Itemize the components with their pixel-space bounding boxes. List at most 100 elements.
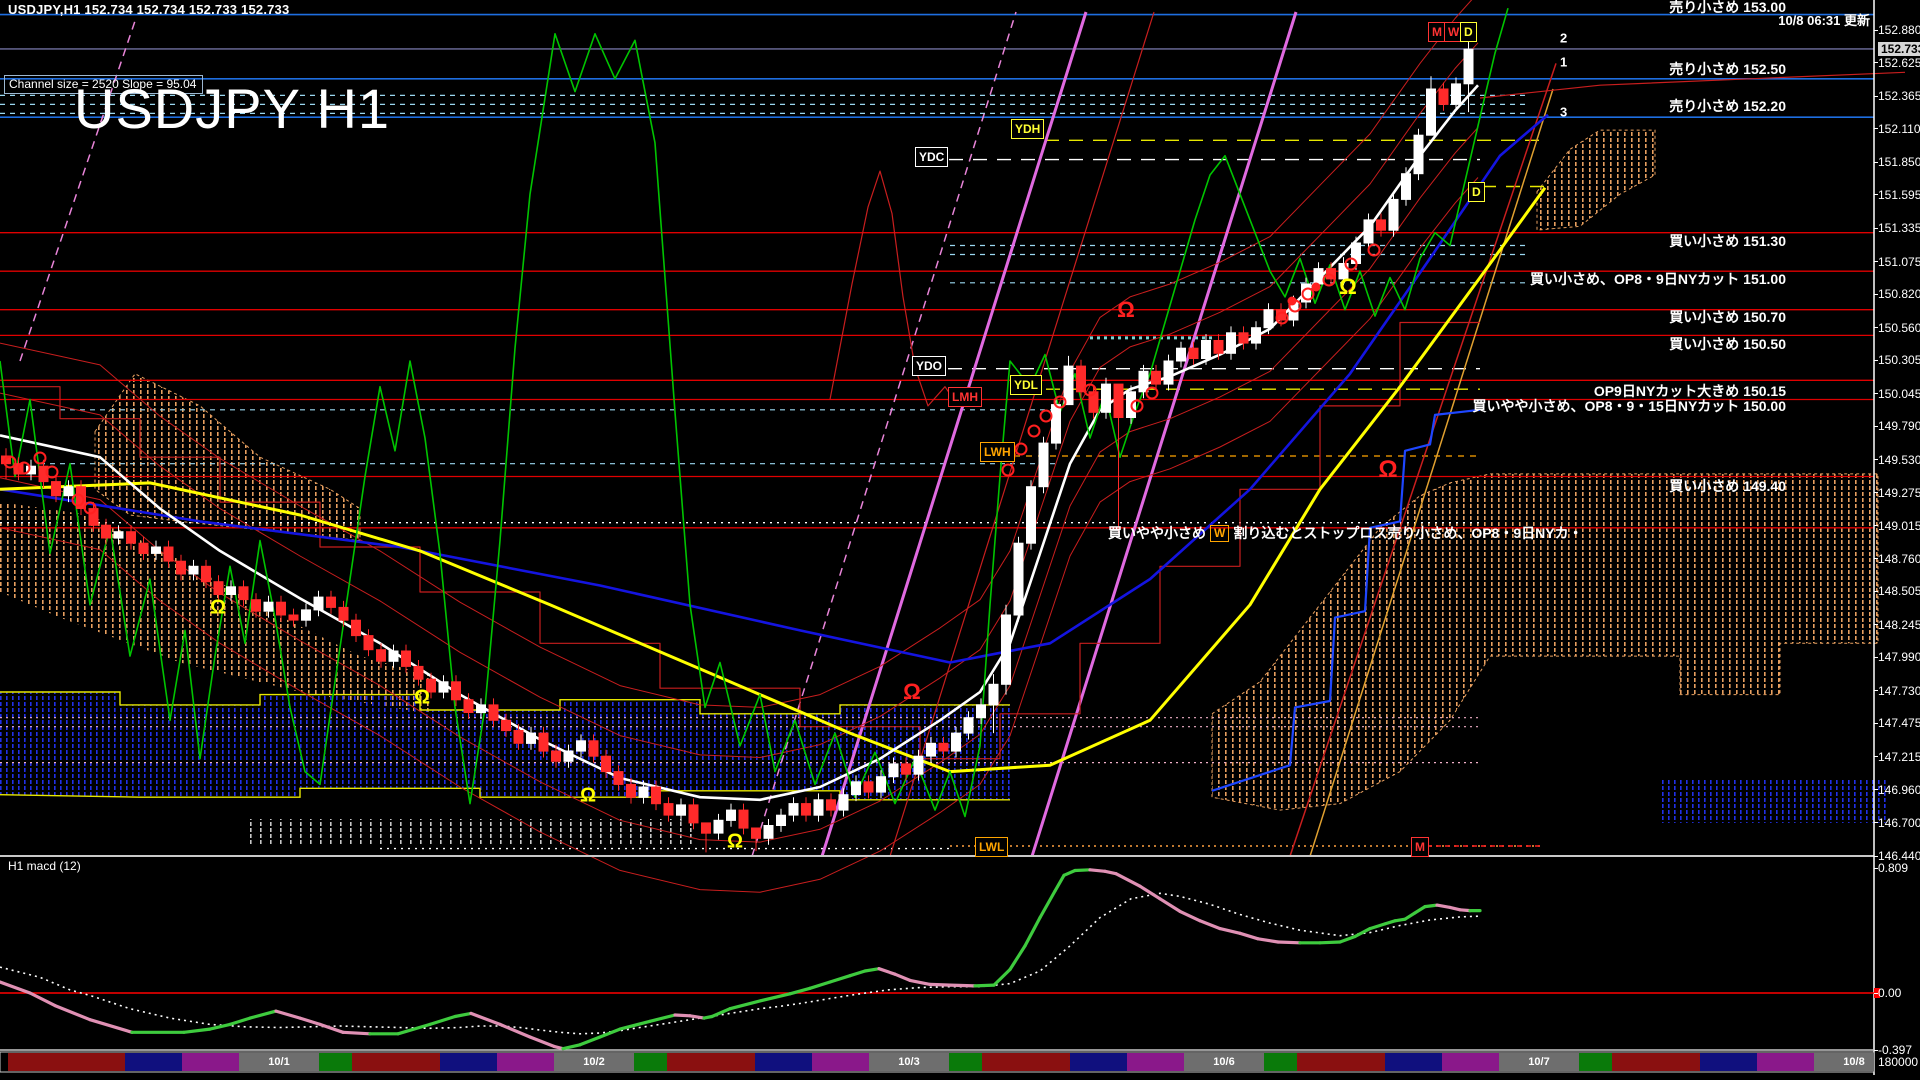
candle bbox=[1251, 327, 1261, 344]
price-axis-tick bbox=[1874, 360, 1878, 361]
price-axis-label[interactable]: 150.045 bbox=[1878, 387, 1920, 401]
candle bbox=[51, 481, 61, 497]
candle bbox=[1063, 365, 1074, 406]
candle bbox=[801, 803, 811, 816]
time-axis-label[interactable]: 10/1 bbox=[268, 1056, 290, 1068]
time-axis-label[interactable]: 10/8 bbox=[1843, 1056, 1865, 1068]
time-axis-label[interactable]: 10/2 bbox=[583, 1056, 605, 1068]
price-axis-label[interactable]: 150.820 bbox=[1878, 287, 1920, 301]
candle bbox=[1451, 83, 1461, 105]
price-axis-label[interactable]: 148.245 bbox=[1878, 618, 1920, 632]
price-axis-tick bbox=[1874, 30, 1878, 31]
time-axis-label[interactable]: 10/7 bbox=[1528, 1056, 1550, 1068]
candle bbox=[276, 601, 286, 616]
price-axis-label[interactable]: 146.700 bbox=[1878, 816, 1920, 830]
price-axis-label[interactable]: 147.990 bbox=[1878, 650, 1920, 664]
candle bbox=[151, 546, 161, 554]
chart-watermark: USDJPY H1 bbox=[74, 77, 391, 140]
trade-note-annotation: 売り小さめ 153.00 bbox=[1669, 0, 1786, 15]
level-box-ydo[interactable]: YDO bbox=[912, 356, 947, 376]
price-axis-label[interactable]: 151.850 bbox=[1878, 155, 1920, 169]
candle bbox=[176, 560, 186, 575]
candle bbox=[638, 786, 649, 798]
candle bbox=[201, 565, 211, 583]
price-axis-label[interactable]: 148.505 bbox=[1878, 584, 1920, 598]
candle bbox=[613, 771, 624, 785]
price-axis-tick bbox=[1874, 856, 1878, 857]
candle bbox=[626, 783, 636, 798]
candle bbox=[1151, 370, 1161, 385]
trade-note-annotation: OP9日NYカット大きめ 150.15 bbox=[1593, 383, 1786, 399]
level-box-ydh[interactable]: YDH bbox=[1011, 119, 1045, 139]
price-axis-label[interactable]: 149.530 bbox=[1878, 453, 1920, 467]
candle bbox=[1463, 48, 1474, 85]
channel-point-3: 3 bbox=[1560, 104, 1568, 120]
candle bbox=[1051, 404, 1061, 444]
volume-scale-label: 180000 bbox=[1878, 1055, 1919, 1069]
macd-axis-label[interactable]: 0.809 bbox=[1878, 861, 1909, 875]
price-axis-label[interactable]: 151.335 bbox=[1878, 221, 1920, 235]
candle bbox=[951, 732, 961, 752]
candle bbox=[401, 650, 411, 667]
candle bbox=[451, 681, 461, 701]
omega-signal-marker: Ω bbox=[1339, 274, 1357, 299]
candle bbox=[1263, 309, 1274, 329]
candle bbox=[326, 596, 336, 608]
price-axis-label[interactable]: 151.075 bbox=[1878, 255, 1920, 269]
price-axis-label[interactable]: 152.880 bbox=[1878, 23, 1920, 37]
level-box-lwh[interactable]: LWH bbox=[980, 442, 1015, 462]
macd-axis-label[interactable]: 0.00 bbox=[1878, 986, 1902, 1000]
candle bbox=[438, 681, 449, 693]
candle bbox=[1388, 198, 1399, 231]
weekly-level-tag[interactable]: W bbox=[1210, 524, 1230, 542]
price-axis-label[interactable]: 147.475 bbox=[1878, 716, 1920, 730]
trade-note-annotation: 買い小さめ 151.30 bbox=[1669, 233, 1786, 249]
candle bbox=[901, 763, 911, 775]
omega-signal-marker: Ω bbox=[579, 784, 597, 807]
level-box-ydl[interactable]: YDL bbox=[1010, 375, 1042, 395]
price-axis-label[interactable]: 146.960 bbox=[1878, 783, 1920, 797]
candle bbox=[388, 650, 399, 662]
price-axis-tick bbox=[1874, 459, 1878, 460]
trade-note-annotation: 売り小さめ 152.50 bbox=[1669, 61, 1786, 77]
price-axis-tick bbox=[1874, 789, 1878, 790]
macd-axis-label[interactable]: -0.397 bbox=[1878, 1043, 1913, 1057]
level-box-lmh[interactable]: LMH bbox=[948, 387, 982, 407]
channel-info-box[interactable]: Channel size = 2520 Slope = 95.04 bbox=[4, 75, 204, 94]
level-box-d[interactable]: D bbox=[1460, 22, 1477, 42]
candle bbox=[1438, 88, 1449, 105]
candle bbox=[138, 542, 149, 555]
price-axis-label[interactable]: 152.110 bbox=[1878, 122, 1920, 136]
time-axis-label[interactable]: 10/3 bbox=[898, 1056, 920, 1068]
level-box-ydc[interactable]: YDC bbox=[915, 147, 949, 167]
price-axis-label[interactable]: 147.730 bbox=[1878, 684, 1920, 698]
candle bbox=[688, 804, 699, 824]
level-box-lwl[interactable]: LWL bbox=[975, 837, 1009, 857]
price-axis-label[interactable]: 152.625 bbox=[1878, 56, 1920, 70]
candle bbox=[651, 786, 661, 805]
candle bbox=[526, 732, 536, 744]
price-axis-label[interactable]: 150.560 bbox=[1878, 321, 1920, 335]
price-axis-label[interactable]: 149.275 bbox=[1878, 486, 1920, 500]
candle bbox=[676, 804, 686, 816]
level-box-m[interactable]: M bbox=[1411, 837, 1429, 857]
price-axis-label[interactable]: 147.215 bbox=[1878, 750, 1920, 764]
candle bbox=[1313, 268, 1324, 285]
price-axis-label[interactable]: 149.015 bbox=[1878, 519, 1920, 533]
price-axis-tick bbox=[1874, 261, 1878, 262]
price-axis-label[interactable]: 151.595 bbox=[1878, 188, 1920, 202]
level-box-d[interactable]: D bbox=[1468, 182, 1485, 202]
candle bbox=[813, 799, 824, 816]
ichimoku-cloud bbox=[0, 502, 430, 714]
price-axis-label[interactable]: 152.365 bbox=[1878, 89, 1920, 103]
price-axis-label[interactable]: 150.305 bbox=[1878, 353, 1920, 367]
trade-note-annotation: 買い小さめ 150.50 bbox=[1669, 336, 1786, 352]
channel-point-1: 1 bbox=[1560, 54, 1568, 70]
price-axis-label[interactable]: 146.440 bbox=[1878, 849, 1920, 863]
ichimoku-cloud bbox=[1660, 778, 1890, 823]
price-axis-label[interactable]: 148.760 bbox=[1878, 552, 1920, 566]
time-axis-label[interactable]: 10/6 bbox=[1213, 1056, 1235, 1068]
candle bbox=[126, 531, 136, 544]
price-axis-label[interactable]: 149.790 bbox=[1878, 419, 1920, 433]
